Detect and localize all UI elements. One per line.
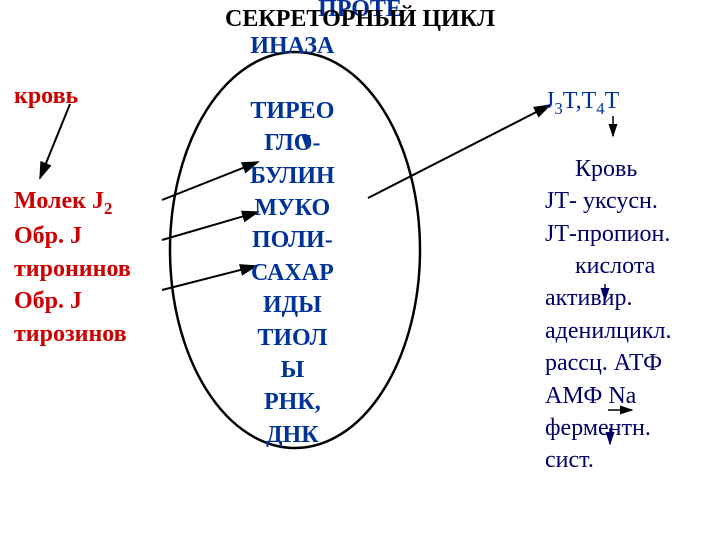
main-title: СЕКРЕТОРНЫЙ ЦИКЛ (225, 6, 495, 33)
right-pathway-block: J3T,T4T КровьJТ- уксусн.JТ-пропион.кисло… (545, 85, 672, 477)
center-colloid-block: ИНАЗА ТИРЕОГЛО-БУЛИНМУКОПОЛИ-САХАРИДЫТИО… (250, 30, 335, 451)
left-molecules-block: Молек J2Обр. JтирониновОбр. Jтирозинов (14, 185, 131, 350)
krov-label: кровь (14, 80, 78, 112)
